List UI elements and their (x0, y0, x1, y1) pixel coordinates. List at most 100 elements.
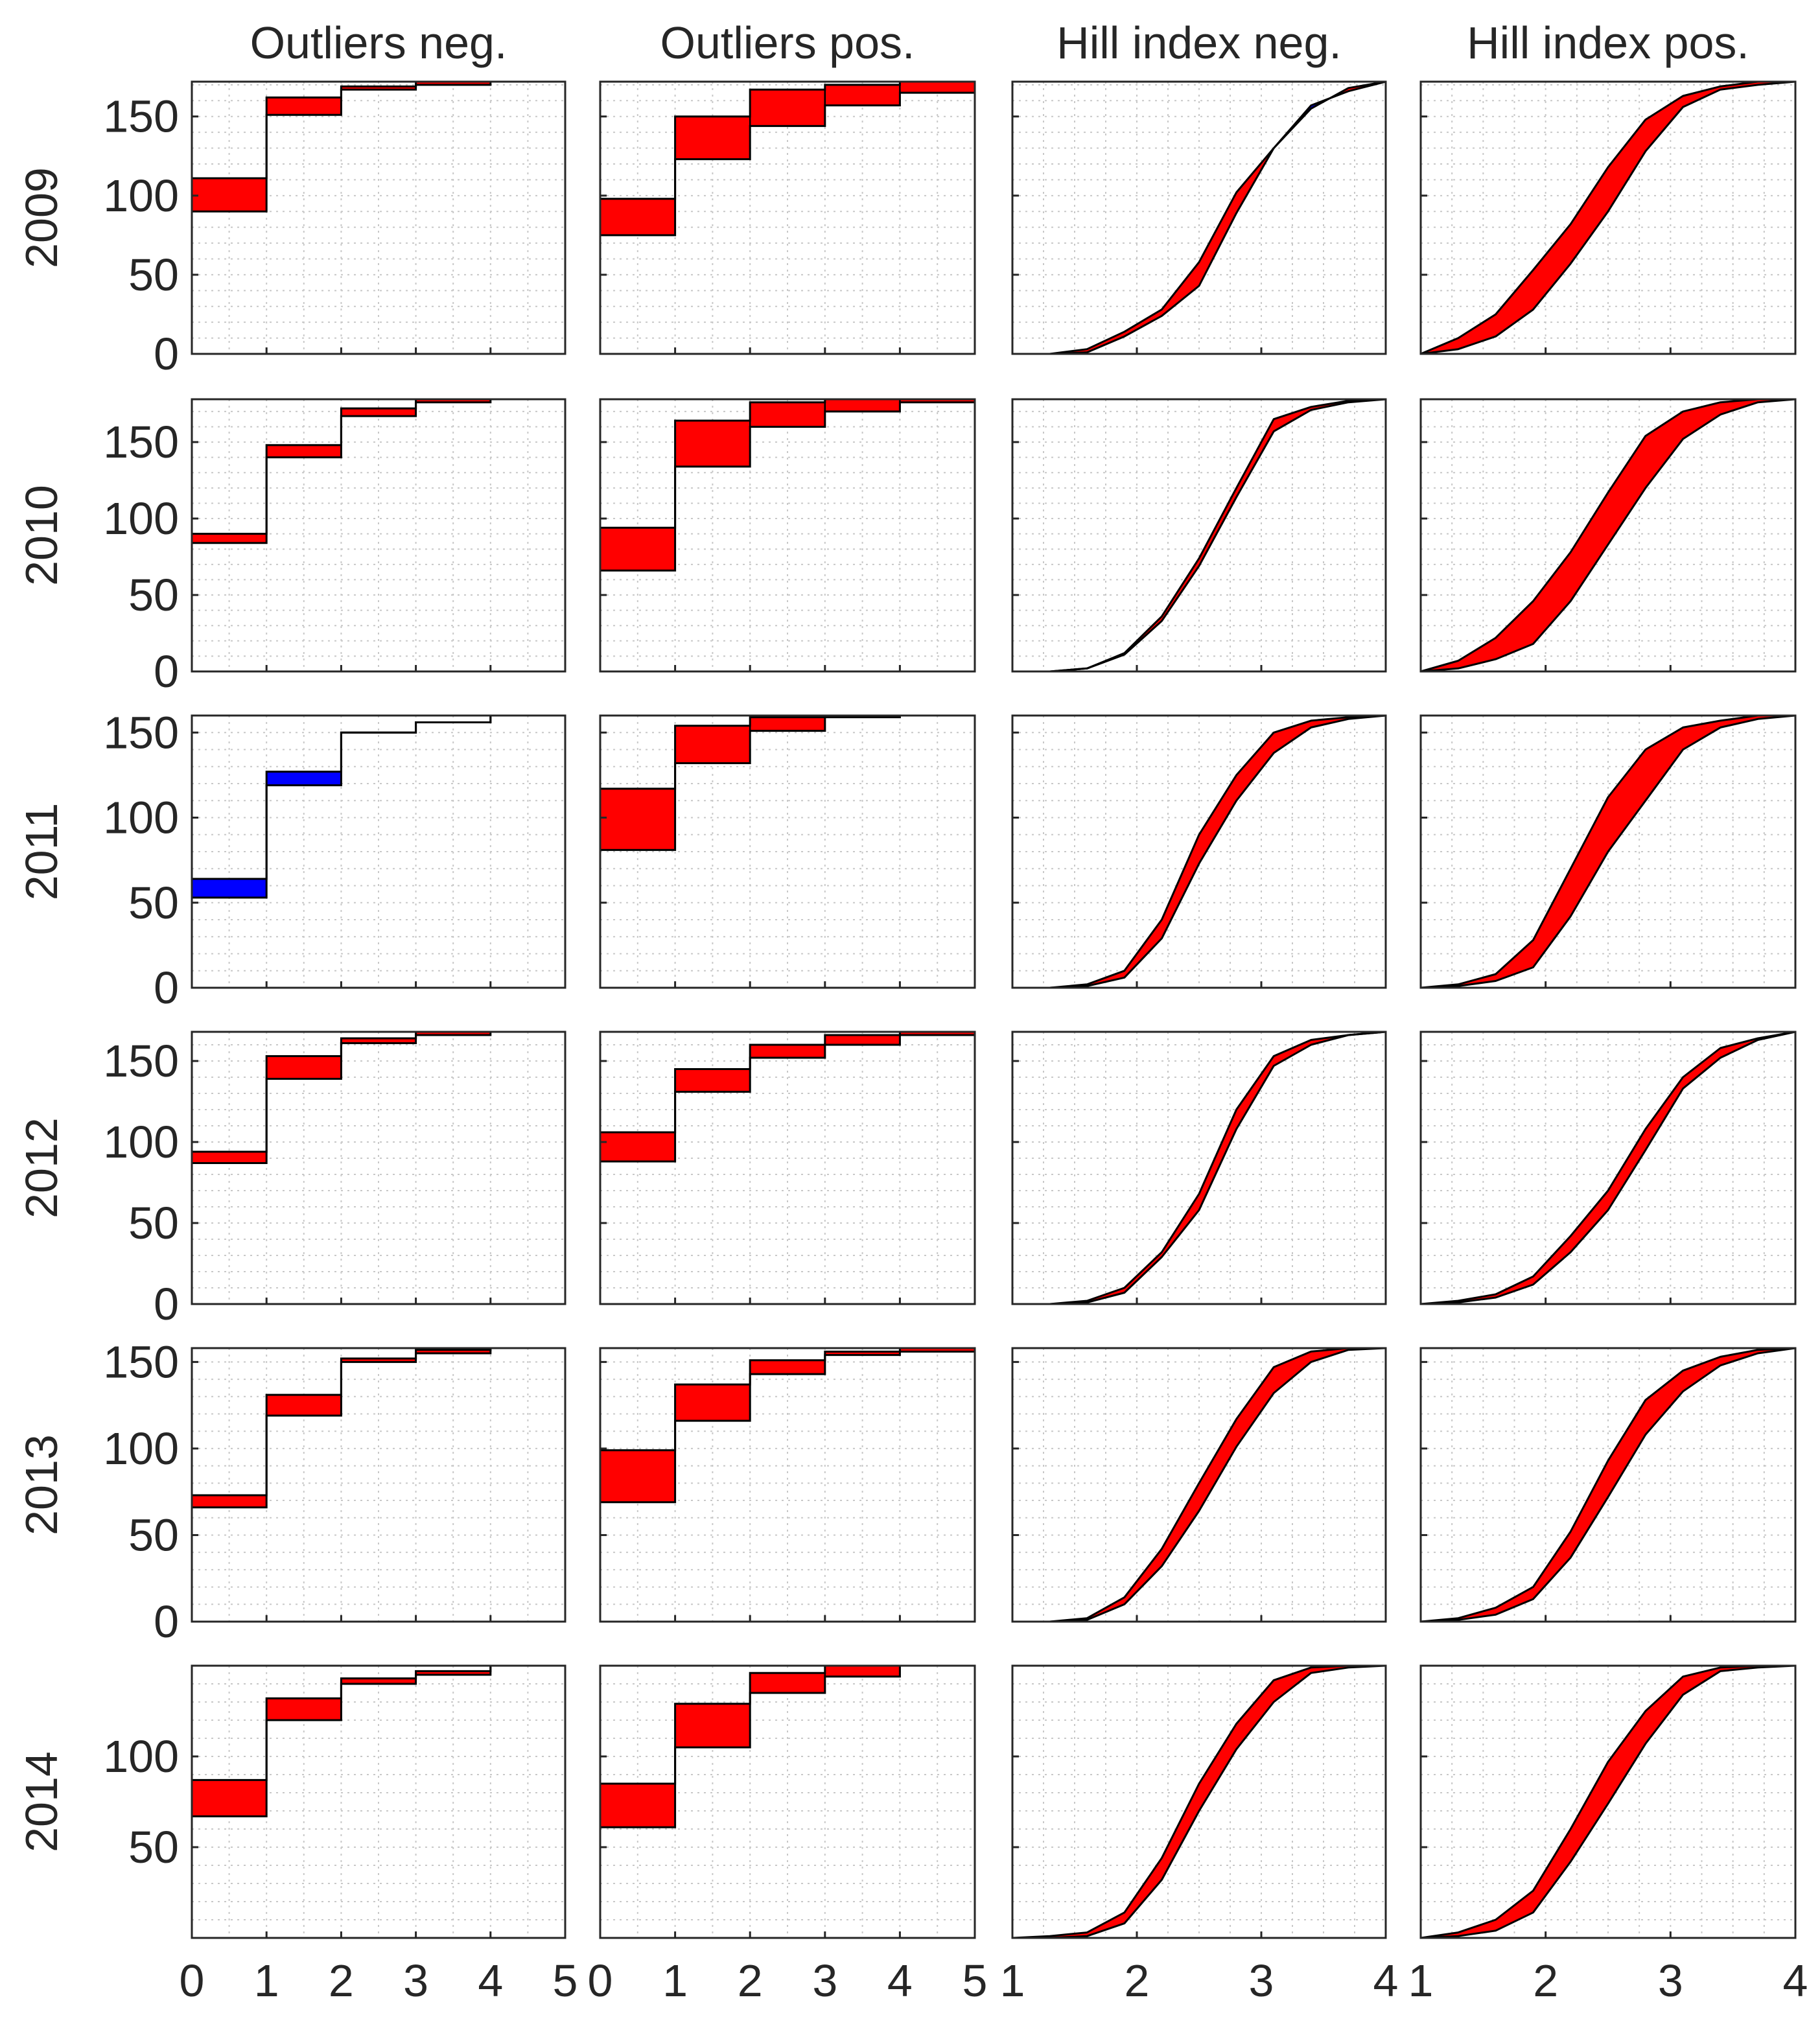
y-tick-label: 0 (154, 1279, 179, 1329)
panel-outliers-pos-2010 (599, 398, 976, 673)
curve-line (1420, 714, 1796, 989)
panel-hill-index-neg-2014 (1011, 1664, 1387, 1939)
y-tick-label: 150 (103, 91, 179, 142)
x-tick-label: 4 (887, 1955, 913, 2006)
axes-box (1419, 714, 1797, 989)
panel-outliers-neg-2014 (191, 1664, 566, 1939)
axes-box (1011, 398, 1387, 673)
column-title: Hill index neg. (1056, 17, 1342, 68)
axes-box (1419, 1664, 1797, 1939)
row-label: 2012 (16, 1117, 67, 1218)
axes-box (1011, 1664, 1387, 1939)
column-title: Hill index pos. (1467, 17, 1749, 68)
step-band (265, 444, 342, 458)
axes-box (1419, 1031, 1797, 1305)
curve-line (1420, 714, 1795, 989)
axes-box (191, 80, 566, 355)
y-tick-label: 0 (154, 646, 179, 697)
step-band (191, 177, 268, 213)
x-tick-label: 4 (1373, 1955, 1399, 2006)
x-tick-label: 4 (1783, 1955, 1808, 2006)
step-band (749, 401, 826, 428)
step-line (191, 80, 565, 354)
curve-line (1012, 1347, 1386, 1623)
y-tick-label: 50 (128, 250, 179, 300)
curve-line (1420, 1347, 1796, 1623)
axes-box (599, 1031, 976, 1305)
y-tick-label: 150 (103, 1336, 179, 1387)
step-band (191, 533, 268, 544)
panel-hill-index-neg-2011 (1011, 714, 1387, 989)
x-tick-label: 1 (254, 1955, 279, 2006)
x-tick-label: 3 (403, 1955, 428, 2006)
x-tick-label: 2 (1533, 1955, 1558, 2006)
row-label: 2014 (16, 1751, 67, 1852)
curve-band (1421, 399, 1795, 671)
y-tick-label: 50 (128, 1822, 179, 1872)
step-band (824, 1664, 901, 1678)
x-tick-label: 0 (588, 1955, 613, 2006)
curve-line (1012, 1031, 1386, 1305)
x-tick-label: 5 (553, 1955, 578, 2006)
panel-hill-index-pos-2010 (1419, 398, 1797, 673)
row-label: 2011 (16, 803, 67, 901)
step-line (599, 1664, 975, 1938)
panel-hill-index-neg-2012 (1011, 1031, 1387, 1305)
axes-box (191, 1664, 566, 1939)
axes-box (599, 1347, 976, 1623)
panel-outliers-pos-2009 (599, 80, 976, 355)
step-band (191, 1779, 268, 1817)
step-line (599, 1034, 975, 1304)
y-tick-label: 150 (103, 707, 179, 758)
panel-outliers-pos-2014 (599, 1664, 976, 1939)
step-band (674, 1068, 751, 1093)
curve-line (1420, 1347, 1796, 1623)
step-band (599, 526, 676, 572)
column-title: Outliers neg. (250, 17, 508, 68)
y-tick-label: 0 (154, 1596, 179, 1647)
axes-box (599, 714, 976, 989)
row-label: 2009 (16, 167, 67, 268)
step-band (674, 1703, 751, 1749)
panel-hill-index-pos-2011 (1419, 714, 1797, 989)
axes-box (191, 398, 566, 673)
x-tick-label: 0 (180, 1955, 205, 2006)
axes-box (1419, 398, 1797, 673)
curve-line (1012, 398, 1386, 673)
x-tick-label: 1 (662, 1955, 688, 2006)
step-line (599, 80, 975, 354)
step-band (599, 787, 676, 851)
axes-box (1419, 1347, 1797, 1623)
panel-hill-index-pos-2012 (1419, 1031, 1797, 1305)
step-band (265, 1697, 342, 1721)
step-band (674, 419, 751, 468)
step-band (749, 716, 826, 732)
y-tick-label: 100 (103, 1423, 179, 1474)
curve-band (1421, 1348, 1795, 1622)
step-band (265, 771, 342, 786)
y-tick-label: 100 (103, 170, 179, 221)
row-label: 2013 (16, 1434, 67, 1535)
step-band (749, 1359, 826, 1375)
axes-box (1011, 1031, 1387, 1305)
curve-line (1012, 1031, 1386, 1305)
x-tick-label: 4 (478, 1955, 503, 2006)
y-tick-label: 50 (128, 1198, 179, 1248)
step-band (749, 1043, 826, 1059)
curve-band (1012, 716, 1386, 988)
x-tick-label: 2 (1125, 1955, 1150, 2006)
step-band (674, 115, 751, 160)
curve-line (1012, 80, 1386, 355)
panel-outliers-pos-2012 (599, 1031, 976, 1305)
step-line (599, 91, 975, 354)
curve-line (1012, 1664, 1386, 1939)
axes-box (599, 1664, 976, 1939)
panel-hill-index-neg-2013 (1011, 1347, 1387, 1623)
curve-line (1012, 714, 1386, 989)
x-tick-label: 1 (1408, 1955, 1434, 2006)
panel-hill-index-neg-2010 (1011, 398, 1387, 673)
x-tick-label: 3 (1658, 1955, 1683, 2006)
row-label: 2010 (16, 485, 67, 586)
step-band (674, 725, 751, 764)
